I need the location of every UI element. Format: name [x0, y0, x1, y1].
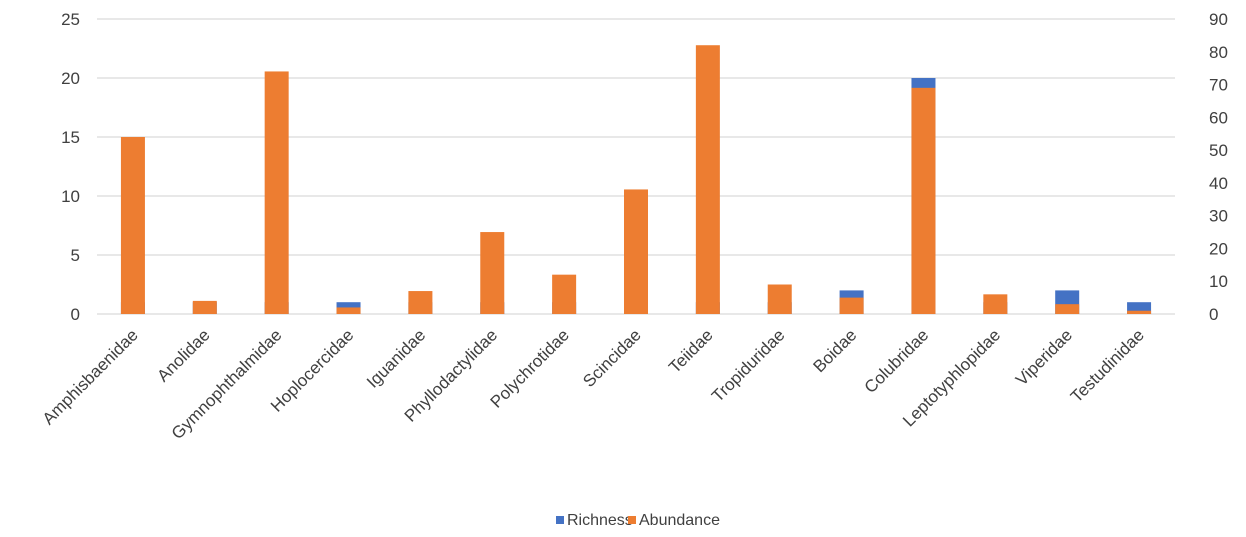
- category-labels: Amphisbaenidae AnolidaeGymnophthalmidaeHo…: [39, 325, 1148, 443]
- abundance-bar: [911, 87, 936, 314]
- legend-swatch: [628, 516, 636, 524]
- left-axis-tick-label: 0: [71, 305, 80, 324]
- right-axis-tick-label: 30: [1209, 207, 1228, 226]
- right-axis-tick-label: 80: [1209, 43, 1228, 62]
- right-axis-tick-label: 70: [1209, 76, 1228, 95]
- legend-label: Abundance: [639, 512, 720, 529]
- category-label: Viperidae: [1012, 325, 1076, 389]
- abundance-bar: [695, 45, 720, 314]
- category-label: Testudinidae: [1067, 325, 1148, 406]
- abundance-bar: [336, 307, 361, 314]
- abundance-bar: [983, 294, 1008, 314]
- right-axis-tick-label: 10: [1209, 272, 1228, 291]
- abundance-bar: [264, 71, 289, 314]
- right-axis-tick-label: 90: [1209, 10, 1228, 29]
- abundance-bar: [839, 297, 864, 314]
- right-axis-ticks: 0 10 20 30 40 50 60 70 80 90: [1209, 10, 1228, 324]
- right-axis-tick-label: 40: [1209, 174, 1228, 193]
- richness-bar: [1127, 302, 1152, 314]
- abundance-bar: [552, 274, 577, 314]
- abundance-bar: [120, 137, 145, 314]
- category-label: Anolidae: [153, 325, 213, 385]
- category-label: Amphisbaenidae: [39, 325, 142, 428]
- abundance-bar: [408, 291, 433, 314]
- category-label: Tropiduridae: [708, 325, 788, 405]
- category-label: Iguanidae: [363, 325, 429, 391]
- left-axis-tick-label: 15: [61, 128, 80, 147]
- category-label: Scincidae: [579, 325, 645, 391]
- abundance-bar: [1055, 304, 1080, 314]
- abundance-bar: [480, 232, 505, 314]
- legend: Richness Abundance: [556, 512, 720, 529]
- left-axis-tick-label: 25: [61, 10, 80, 29]
- right-axis-tick-label: 50: [1209, 141, 1228, 160]
- left-axis-tick-label: 10: [61, 187, 80, 206]
- left-axis-ticks: 0 5 10 15 20 25: [61, 10, 80, 324]
- left-axis-tick-label: 20: [61, 69, 80, 88]
- right-axis-tick-label: 0: [1209, 305, 1218, 324]
- abundance-bar: [624, 189, 648, 314]
- abundance-bar: [767, 284, 792, 314]
- category-label: Teiidae: [665, 325, 717, 377]
- abundance-bar: [192, 300, 217, 314]
- right-axis-tick-label: 60: [1209, 108, 1228, 127]
- abundance-bar: [1127, 310, 1152, 314]
- legend-label: Richness: [567, 512, 633, 529]
- category-label: Colubridae: [861, 325, 933, 397]
- category-label: Boidae: [810, 325, 861, 376]
- right-axis-tick-label: 20: [1209, 239, 1228, 258]
- left-axis-tick-label: 5: [71, 246, 80, 265]
- legend-swatch: [556, 516, 564, 524]
- bars: [120, 45, 1152, 314]
